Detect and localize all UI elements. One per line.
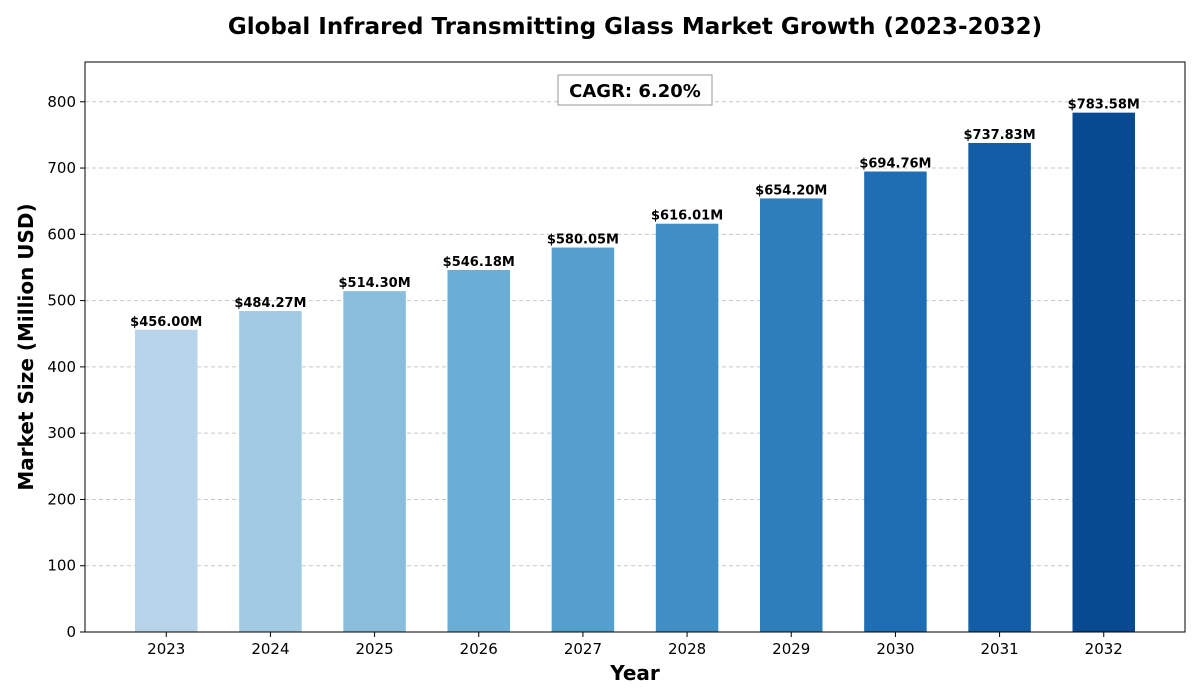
bar-2029 bbox=[760, 198, 823, 632]
data-label-2030: $694.76M bbox=[859, 157, 931, 172]
x-tick-label-2029: 2029 bbox=[772, 640, 810, 658]
x-tick-label-2031: 2031 bbox=[980, 640, 1018, 658]
y-tick-label: 800 bbox=[47, 93, 76, 111]
y-tick-label: 200 bbox=[47, 490, 76, 508]
bar-2032 bbox=[1072, 112, 1135, 633]
bar-2026 bbox=[447, 269, 510, 632]
data-label-2027: $580.05M bbox=[547, 233, 619, 248]
data-label-2025: $514.30M bbox=[339, 276, 411, 291]
plot-frame bbox=[84, 61, 1186, 633]
data-label-2024: $484.27M bbox=[234, 296, 306, 311]
bar-2031 bbox=[968, 142, 1031, 632]
bar-2024 bbox=[239, 311, 302, 632]
data-label-2026: $546.18M bbox=[443, 255, 515, 270]
data-labels: $456.00M $484.27M $514.30M $546.18M $580.05M… bbox=[130, 98, 1140, 330]
bar-2030 bbox=[864, 171, 927, 632]
cagr-annotation: CAGR: 6.20% bbox=[557, 74, 713, 106]
y-tick-label: 0 bbox=[66, 623, 76, 641]
y-axis-ticks: 0 100 200 300 400 500 600 700 800 bbox=[47, 93, 85, 641]
y-axis-label: Market Size (Million USD) bbox=[14, 203, 38, 490]
data-label-2029: $654.20M bbox=[755, 183, 827, 198]
chart-title: Global Infrared Transmitting Glass Marke… bbox=[228, 14, 1042, 40]
x-axis-ticks: 2023 2024 2025 2026 2027 2028 2029 2030 2031 2032 bbox=[147, 632, 1123, 658]
x-tick-label-2028: 2028 bbox=[668, 640, 706, 658]
y-tick-label: 600 bbox=[47, 225, 76, 243]
data-label-2023: $456.00M bbox=[130, 315, 202, 330]
bar-2023 bbox=[135, 329, 198, 632]
x-tick-label-2024: 2024 bbox=[251, 640, 289, 658]
x-tick-label-2027: 2027 bbox=[564, 640, 602, 658]
x-tick-label-2025: 2025 bbox=[355, 640, 393, 658]
bar-2028 bbox=[655, 223, 719, 633]
x-tick-label-2030: 2030 bbox=[876, 640, 914, 658]
cagr-box bbox=[557, 74, 713, 106]
bar-2027 bbox=[551, 247, 615, 632]
x-tick-label-2026: 2026 bbox=[460, 640, 498, 658]
x-axis-label: Year bbox=[609, 661, 660, 685]
data-label-2028: $616.01M bbox=[651, 209, 723, 224]
data-label-2031: $737.83M bbox=[964, 128, 1036, 143]
y-tick-label: 700 bbox=[47, 159, 76, 177]
cagr-text: CAGR: 6.20% bbox=[569, 81, 701, 102]
y-tick-label: 500 bbox=[47, 292, 76, 310]
bars bbox=[135, 112, 1135, 633]
data-label-2032: $783.58M bbox=[1068, 98, 1140, 113]
bar-2025 bbox=[343, 291, 406, 632]
y-tick-label: 100 bbox=[47, 557, 76, 575]
x-tick-label-2023: 2023 bbox=[147, 640, 185, 658]
y-tick-label: 400 bbox=[47, 358, 76, 376]
x-tick-label-2032: 2032 bbox=[1085, 640, 1123, 658]
y-tick-label: 300 bbox=[47, 424, 76, 442]
